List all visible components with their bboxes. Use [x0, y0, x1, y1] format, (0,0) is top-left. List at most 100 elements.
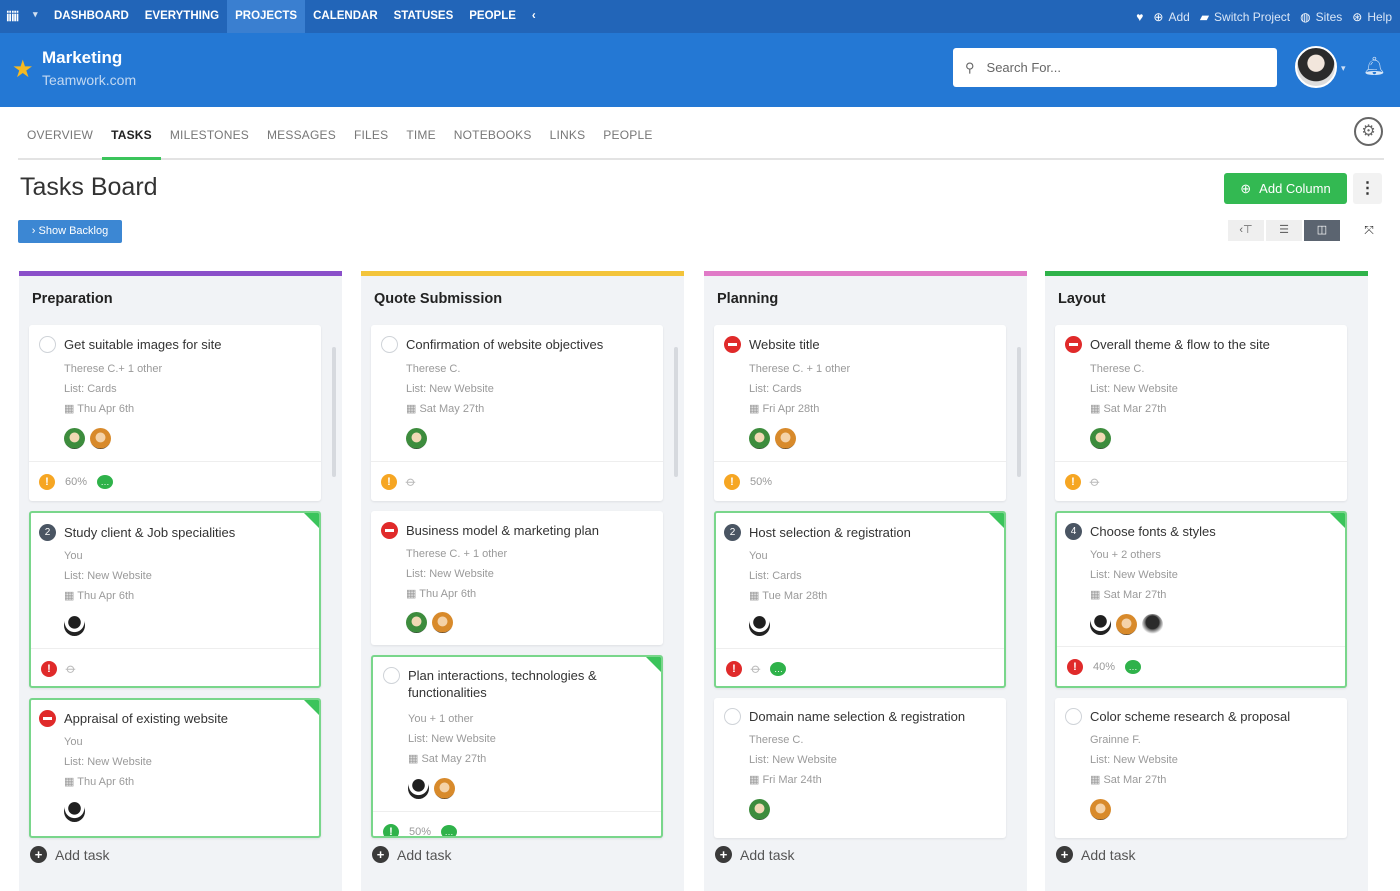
avatar[interactable] — [1116, 614, 1137, 635]
add-task-button[interactable]: + Add task — [30, 846, 109, 863]
avatar[interactable] — [406, 612, 427, 633]
avatar[interactable] — [749, 615, 770, 636]
tab-tasks[interactable]: TASKS — [102, 120, 161, 160]
task-checkbox[interactable] — [39, 336, 56, 353]
chevron-down-icon[interactable]: ▾ — [33, 9, 38, 19]
nav-calendar[interactable]: CALENDAR — [313, 10, 378, 22]
task-card[interactable]: 2 Study client & Job specialities You Li… — [29, 511, 321, 688]
priority-icon[interactable]: ! — [41, 660, 57, 677]
attachment-icon[interactable]: ⌀ — [747, 659, 766, 677]
task-title[interactable]: Study client & Job specialities — [64, 525, 236, 540]
task-title[interactable]: Color scheme research & proposal — [1090, 709, 1291, 724]
scrollbar[interactable] — [1017, 347, 1021, 477]
comment-icon[interactable]: … — [441, 824, 458, 836]
comment-icon[interactable]: … — [1125, 659, 1142, 674]
priority-icon[interactable]: ! — [383, 823, 399, 836]
priority-icon[interactable]: ! — [1065, 473, 1081, 490]
attachment-icon[interactable]: ⌀ — [62, 659, 81, 677]
priority-icon[interactable]: ! — [381, 473, 397, 490]
more-options-icon[interactable]: ⋮ — [1353, 173, 1382, 204]
task-title[interactable]: Confirmation of website objectives — [406, 337, 604, 352]
avatar[interactable] — [775, 428, 796, 449]
board-view-icon[interactable]: ◫ — [1304, 220, 1340, 241]
add-task-button[interactable]: + Add task — [715, 846, 794, 863]
avatar[interactable] — [434, 778, 455, 799]
task-checkbox[interactable] — [724, 708, 741, 725]
search-input[interactable]: ⚲ Search For... — [953, 48, 1277, 87]
star-icon[interactable]: ★ — [12, 56, 34, 83]
task-title[interactable]: Plan interactions, technologies & functi… — [408, 668, 597, 700]
avatar[interactable] — [1090, 799, 1111, 820]
list-view-icon[interactable]: ☰ — [1266, 220, 1302, 241]
task-card[interactable]: 2 Host selection & registration You List… — [714, 511, 1006, 688]
avatar[interactable] — [749, 428, 770, 449]
nav-projects[interactable]: PROJECTS — [227, 0, 306, 33]
tab-people[interactable]: PEOPLE — [603, 128, 653, 142]
task-card[interactable]: Business model & marketing plan Therese … — [371, 511, 663, 645]
attachment-icon[interactable]: ⌀ — [402, 472, 421, 490]
avatar[interactable] — [432, 612, 453, 633]
avatar[interactable] — [64, 428, 85, 449]
avatar[interactable] — [749, 799, 770, 820]
task-card[interactable]: Domain name selection & registration The… — [714, 698, 1006, 838]
help-button[interactable]: ⊛ Help — [1352, 10, 1392, 24]
tab-messages[interactable]: MESSAGES — [266, 128, 336, 142]
project-name[interactable]: Marketing — [42, 48, 123, 67]
add-task-button[interactable]: + Add task — [372, 846, 451, 863]
task-checkbox[interactable] — [381, 336, 398, 353]
sites-button[interactable]: ◍ Sites — [1300, 10, 1342, 24]
avatar[interactable] — [1142, 614, 1163, 635]
avatar[interactable] — [1090, 614, 1111, 635]
nav-everything[interactable]: EVERYTHING — [144, 10, 220, 22]
task-card[interactable]: Overall theme & flow to the site Therese… — [1055, 325, 1347, 501]
scrollbar[interactable] — [674, 347, 678, 477]
avatar[interactable] — [406, 428, 427, 449]
blocked-icon[interactable] — [39, 710, 56, 727]
task-title[interactable]: Host selection & registration — [749, 525, 911, 540]
task-title[interactable]: Business model & marketing plan — [406, 523, 599, 538]
task-card[interactable]: Confirmation of website objectives There… — [371, 325, 663, 501]
add-column-button[interactable]: ⊕ Add Column — [1224, 173, 1347, 204]
task-checkbox[interactable] — [383, 667, 400, 684]
chevron-down-icon[interactable]: ▾ — [1341, 63, 1346, 73]
task-card[interactable]: Plan interactions, technologies & functi… — [371, 655, 663, 838]
settings-gear-icon[interactable]: ⚙ — [1354, 117, 1383, 146]
blocked-icon[interactable] — [1065, 336, 1082, 353]
nav-dashboard[interactable]: DASHBOARD — [54, 10, 129, 22]
task-title[interactable]: Overall theme & flow to the site — [1090, 337, 1270, 352]
filter-icon[interactable]: ‹⊤ — [1228, 220, 1264, 241]
add-task-button[interactable]: + Add task — [1056, 846, 1135, 863]
task-title[interactable]: Domain name selection & registration — [749, 709, 966, 724]
comment-icon[interactable]: … — [770, 661, 787, 676]
avatar[interactable] — [1090, 428, 1111, 449]
tab-links[interactable]: LINKS — [549, 128, 586, 142]
scrollbar[interactable] — [332, 347, 336, 477]
priority-icon[interactable]: ! — [39, 473, 55, 490]
user-avatar[interactable] — [1295, 46, 1337, 88]
comment-icon[interactable]: … — [97, 474, 114, 489]
avatar[interactable] — [64, 801, 85, 822]
task-title[interactable]: Get suitable images for site — [64, 337, 222, 352]
bell-icon[interactable]: 🔔︎ — [1363, 56, 1386, 76]
task-card[interactable]: 4 Choose fonts & styles You + 2 others L… — [1055, 511, 1347, 688]
heart-icon[interactable]: ♥ — [1136, 9, 1144, 24]
show-backlog-button[interactable]: › Show Backlog — [18, 220, 122, 243]
blocked-icon[interactable] — [381, 522, 398, 539]
task-card[interactable]: Get suitable images for site Therese C.+… — [29, 325, 321, 501]
nav-statuses[interactable]: STATUSES — [393, 10, 454, 22]
nav-people[interactable]: PEOPLE — [469, 10, 516, 22]
avatar[interactable] — [64, 615, 85, 636]
tab-files[interactable]: FILES — [353, 128, 389, 142]
tab-notebooks[interactable]: NOTEBOOKS — [453, 128, 532, 142]
priority-icon[interactable]: ! — [726, 660, 742, 677]
collapse-chevron-icon[interactable]: ‹ — [531, 10, 536, 22]
tab-overview[interactable]: OVERVIEW — [27, 128, 94, 142]
fullscreen-icon[interactable]: ⤧ — [1364, 223, 1374, 237]
task-title[interactable]: Website title — [749, 337, 820, 352]
teamwork-logo-icon[interactable]: ⅱⅲ — [6, 9, 19, 24]
avatar[interactable] — [408, 778, 429, 799]
task-card[interactable]: Appraisal of existing website You List: … — [29, 698, 321, 838]
add-button[interactable]: ⊕ Add — [1153, 10, 1189, 24]
blocked-icon[interactable] — [724, 336, 741, 353]
tab-milestones[interactable]: MILESTONES — [169, 128, 249, 142]
